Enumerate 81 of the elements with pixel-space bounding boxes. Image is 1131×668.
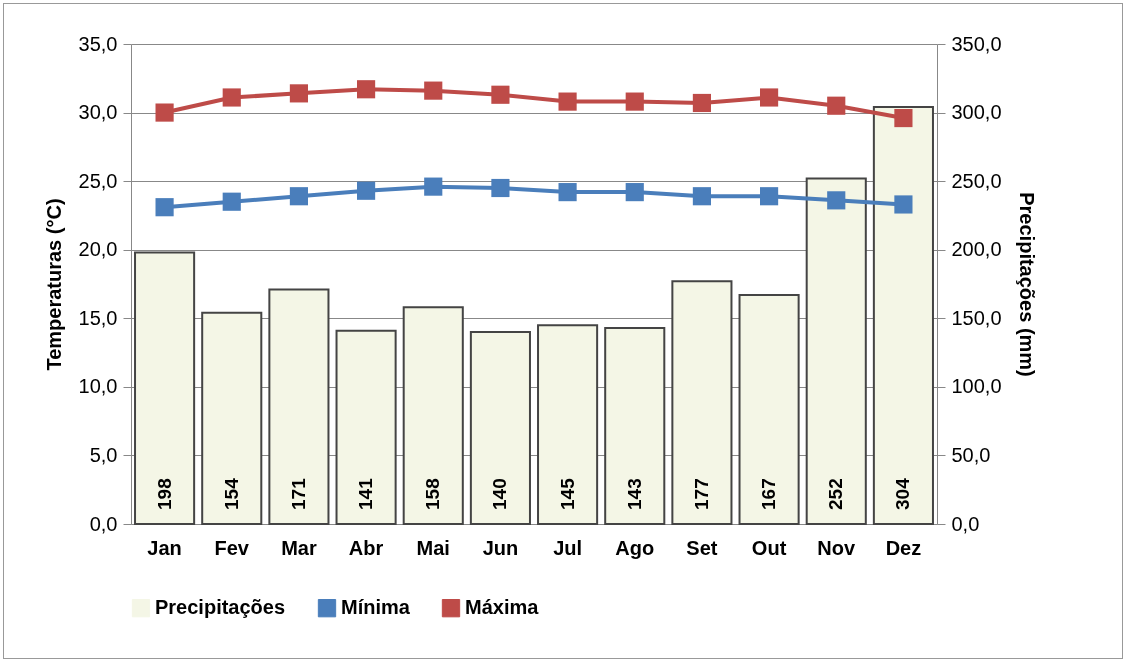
- data-label: 158: [422, 478, 444, 510]
- point: [155, 103, 174, 122]
- bar: [671, 280, 733, 525]
- y-axis-title: Temperaturas (°C): [42, 198, 65, 371]
- point: [692, 187, 711, 206]
- y-tick-label: 20,0: [78, 238, 118, 261]
- y2-tick-label: 150,0: [951, 306, 1002, 329]
- y-tick-label: 5,0: [89, 443, 118, 466]
- data-label: 154: [220, 477, 242, 510]
- data-label: 167: [758, 478, 780, 510]
- bar: [469, 331, 531, 525]
- x-tick-label: Ago: [615, 536, 655, 559]
- data-label: 141: [355, 477, 377, 510]
- y2-tick-label: 250,0: [951, 169, 1002, 192]
- point: [289, 187, 308, 206]
- point: [760, 88, 779, 107]
- bar: [872, 106, 934, 525]
- point: [692, 93, 711, 113]
- y-tick-label: 10,0: [78, 375, 118, 398]
- x-tick-label: Dez: [885, 536, 922, 559]
- point: [558, 183, 577, 202]
- x-tick-label: Jul: [553, 536, 583, 559]
- y2-axis-title: Precipitações (mm): [1015, 192, 1038, 377]
- point: [625, 183, 644, 202]
- y2-tick-label: 350,0: [951, 32, 1002, 55]
- legend-label: Mínima: [341, 596, 411, 619]
- x-tick-label: Fev: [214, 536, 250, 559]
- data-label: 177: [690, 478, 712, 510]
- x-tick-label: Set: [686, 536, 718, 559]
- y2-tick-label: 300,0: [951, 101, 1002, 124]
- bar: [201, 311, 263, 525]
- legend-label: Máxima: [465, 596, 540, 619]
- y2-tick-label: 50,0: [951, 443, 991, 466]
- x-tick-label: Mai: [416, 536, 450, 559]
- point: [760, 187, 779, 206]
- point: [357, 181, 376, 200]
- x-tick-label: Abr: [348, 536, 384, 559]
- data-label: 171: [287, 477, 309, 510]
- point: [424, 177, 443, 196]
- data-label: 198: [153, 478, 175, 510]
- legend-label: Precipitações: [155, 596, 286, 619]
- x-tick-label: Jun: [482, 536, 519, 559]
- bar: [738, 293, 800, 525]
- bar: [402, 306, 464, 525]
- bar: [537, 324, 599, 525]
- data-label: 143: [623, 478, 645, 510]
- y-tick-label: 0,0: [89, 512, 118, 535]
- data-label: 140: [489, 478, 511, 510]
- data-label: 145: [556, 477, 578, 510]
- point: [894, 195, 913, 214]
- point: [289, 84, 308, 103]
- point: [357, 80, 376, 99]
- y2-tick-label: 100,0: [951, 375, 1002, 398]
- y-tick-label: 35,0: [78, 32, 118, 55]
- point: [155, 198, 174, 217]
- bar: [805, 177, 867, 525]
- y-tick-label: 30,0: [78, 101, 118, 124]
- point: [424, 81, 443, 100]
- y2-tick-label: 200,0: [951, 238, 1002, 261]
- x-tick-label: Mar: [281, 536, 317, 559]
- bar: [335, 329, 397, 525]
- point: [222, 192, 241, 211]
- point: [827, 191, 846, 210]
- point: [491, 85, 510, 104]
- point: [827, 96, 846, 115]
- point: [894, 108, 913, 128]
- x-tick-label: Nov: [817, 536, 857, 559]
- x-tick-label: Jan: [147, 536, 182, 559]
- data-label: 252: [825, 478, 847, 510]
- bar: [268, 288, 330, 525]
- bar: [604, 326, 666, 525]
- y-tick-label: 25,0: [78, 169, 118, 192]
- x-tick-label: Out: [751, 536, 787, 559]
- point: [625, 92, 644, 111]
- data-label: 304: [892, 477, 914, 510]
- bar: [134, 251, 196, 525]
- point: [491, 178, 510, 198]
- point: [558, 92, 577, 111]
- point: [222, 88, 241, 107]
- y2-tick-label: 0,0: [951, 512, 980, 535]
- y-tick-label: 15,0: [78, 306, 118, 329]
